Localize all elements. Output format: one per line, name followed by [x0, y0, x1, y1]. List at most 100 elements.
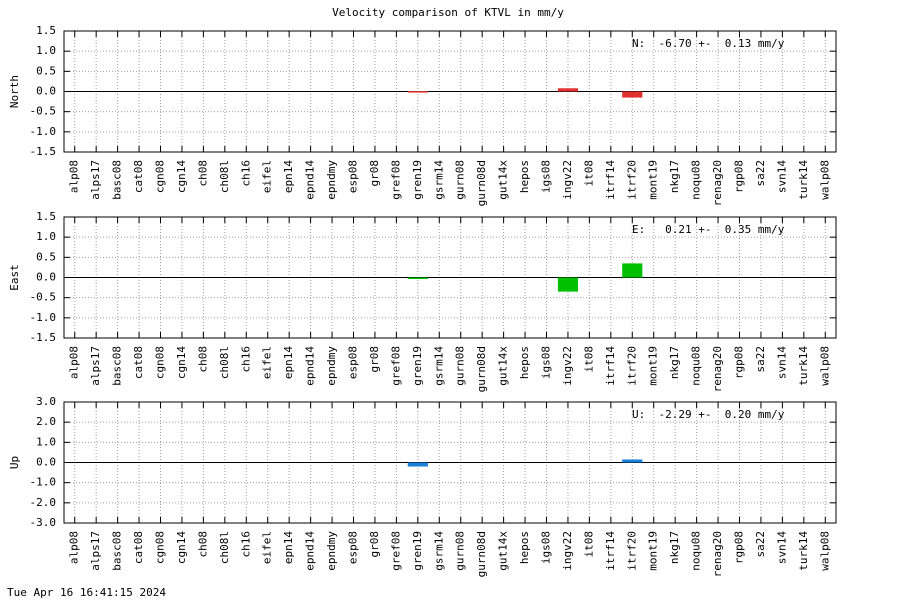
- y-tick-label: -1.0: [30, 476, 57, 489]
- x-tick-label: itrf20: [625, 531, 638, 571]
- x-tick-label: gren19: [411, 346, 424, 386]
- y-tick-label: -1.0: [30, 125, 57, 138]
- y-tick-label: -0.5: [30, 291, 57, 304]
- x-tick-label: ingv22: [561, 531, 574, 571]
- x-tick-label: ch16: [239, 531, 252, 558]
- annotation: E: 0.21 +- 0.35 mm/y: [632, 223, 785, 236]
- bar: [407, 462, 428, 467]
- y-tick-label: 0.0: [36, 85, 56, 98]
- x-tick-label: mont19: [647, 346, 660, 386]
- x-tick-label: epndmy: [325, 160, 338, 200]
- x-tick-label: walp08: [818, 160, 831, 200]
- x-tick-label: igs08: [540, 346, 553, 379]
- x-tick-label: esp08: [347, 531, 360, 564]
- x-tick-label: alp08: [68, 160, 81, 193]
- x-tick-label: cat08: [132, 531, 145, 564]
- x-tick-label: alps17: [89, 346, 102, 386]
- footer-timestamp: Tue Apr 16 16:41:15 2024: [7, 586, 166, 599]
- x-tick-label: gurn08d: [475, 160, 488, 206]
- x-tick-label: esp08: [347, 160, 360, 193]
- y-tick-label: 3.0: [36, 395, 56, 408]
- x-tick-label: ch08l: [218, 346, 231, 379]
- x-tick-label: turk14: [797, 160, 810, 200]
- x-tick-label: gref08: [389, 531, 402, 571]
- y-tick-label: -3.0: [30, 516, 57, 529]
- x-tick-label: igs08: [540, 160, 553, 193]
- x-tick-label: hepos: [518, 160, 531, 193]
- x-tick-label: gurn08d: [475, 531, 488, 577]
- x-tick-label: ingv22: [561, 346, 574, 386]
- x-tick-label: epn14: [282, 160, 295, 193]
- x-tick-label: walp08: [818, 346, 831, 386]
- x-tick-label: cat08: [132, 160, 145, 193]
- x-tick-label: epnd14: [304, 160, 317, 200]
- x-tick-label: mont19: [647, 531, 660, 571]
- y-tick-label: 1.0: [36, 44, 56, 57]
- x-tick-label: noqu08: [690, 160, 703, 200]
- x-tick-label: gurn08: [454, 346, 467, 386]
- x-tick-label: gref08: [389, 160, 402, 200]
- x-tick-label: gr08: [368, 346, 381, 373]
- x-tick-label: it08: [582, 346, 595, 373]
- x-tick-label: noqu08: [690, 346, 703, 386]
- x-tick-label: basc08: [111, 531, 124, 571]
- x-tick-label: esp08: [347, 346, 360, 379]
- bar: [557, 277, 579, 292]
- x-tick-label: walp08: [818, 531, 831, 571]
- x-tick-label: ch16: [239, 160, 252, 187]
- plot-frame: [63, 216, 837, 339]
- x-tick-label: gref08: [389, 346, 402, 386]
- x-tick-label: itrf20: [625, 160, 638, 200]
- x-tick-label: noqu08: [690, 531, 703, 571]
- x-tick-label: nkg17: [668, 531, 681, 564]
- x-tick-label: ch08l: [218, 160, 231, 193]
- x-tick-label: igs08: [540, 531, 553, 564]
- x-tick-label: gut14x: [497, 160, 510, 200]
- x-tick-label: ch16: [239, 346, 252, 373]
- bar: [407, 91, 428, 93]
- x-tick-label: ch08l: [218, 531, 231, 564]
- x-tick-label: epn14: [282, 531, 295, 564]
- bar: [622, 263, 643, 278]
- x-tick-label: rgp08: [733, 346, 746, 379]
- x-tick-label: eifel: [261, 160, 274, 193]
- y-tick-label: 0.0: [36, 271, 56, 284]
- x-tick-label: itrf20: [625, 346, 638, 386]
- plot-frame: [63, 30, 837, 153]
- x-tick-label: ingv22: [561, 160, 574, 200]
- y-tick-label: -2.0: [30, 496, 57, 509]
- bar: [557, 88, 579, 92]
- x-tick-label: turk14: [797, 346, 810, 386]
- x-tick-label: cgn14: [175, 531, 188, 564]
- x-tick-label: alps17: [89, 160, 102, 200]
- annotation: U: -2.29 +- 0.20 mm/y: [632, 408, 785, 421]
- y-tick-label: 0.0: [36, 456, 56, 469]
- x-tick-label: renag20: [711, 531, 724, 577]
- x-tick-label: ch08: [196, 346, 209, 373]
- y-tick-label: 0.5: [36, 250, 56, 263]
- x-tick-label: basc08: [111, 346, 124, 386]
- x-tick-label: svn14: [775, 160, 788, 193]
- y-tick-label: 1.0: [36, 230, 56, 243]
- x-tick-label: epndmy: [325, 346, 338, 386]
- x-tick-label: sa22: [754, 346, 767, 373]
- x-tick-label: alp08: [68, 531, 81, 564]
- x-tick-label: hepos: [518, 346, 531, 379]
- x-tick-label: cgn08: [154, 160, 167, 193]
- y-tick-label: -1.5: [30, 145, 57, 158]
- x-tick-label: nkg17: [668, 160, 681, 193]
- x-tick-label: gsrm14: [432, 160, 445, 200]
- x-tick-label: renag20: [711, 160, 724, 206]
- x-tick-label: ch08: [196, 160, 209, 187]
- bar: [622, 459, 643, 463]
- x-tick-label: gsrm14: [432, 531, 445, 571]
- x-tick-label: gurn08: [454, 531, 467, 571]
- bar: [622, 91, 643, 98]
- bar: [407, 277, 428, 279]
- x-tick-label: hepos: [518, 531, 531, 564]
- y-tick-label: 0.5: [36, 64, 56, 77]
- x-tick-label: gr08: [368, 160, 381, 187]
- x-tick-label: epnd14: [304, 531, 317, 571]
- x-tick-label: itrf14: [604, 531, 617, 571]
